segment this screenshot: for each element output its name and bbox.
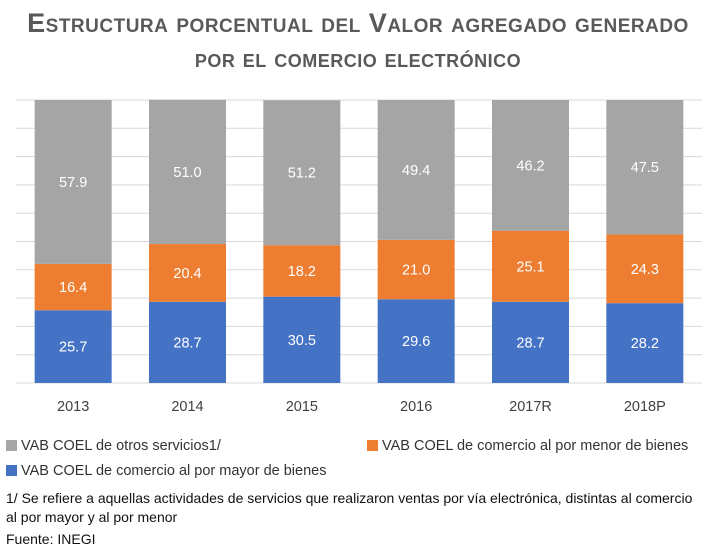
bar-segment [606, 303, 684, 383]
data-label: 20.4 [173, 266, 201, 282]
data-label: 47.5 [631, 160, 659, 176]
legend-label-mayor: VAB COEL de comercio al por mayor de bie… [21, 463, 327, 479]
stacked-bar-chart: 25.7 16.4 57.9 2013 28.7 20.4 51.0 2014 30.5 18.2… [16, 99, 702, 415]
bar-segment [606, 100, 684, 235]
chart-title-line-1: Estructura porcentual del Valor agregado… [27, 8, 689, 38]
data-label: 29.6 [402, 334, 430, 350]
source-note: Fuente: INEGI [6, 531, 96, 547]
x-tick-label: 2013 [57, 399, 89, 415]
legend-label-otros: VAB COEL de otros servicios1/ [21, 438, 221, 454]
bar-segment [377, 100, 455, 240]
data-label: 57.9 [59, 175, 87, 191]
legend-swatch-mayor [6, 465, 17, 476]
x-tick-label: 2015 [286, 399, 318, 415]
data-label: 18.2 [288, 264, 316, 280]
legend-swatch-menor [367, 440, 378, 451]
bar-segment [34, 263, 112, 311]
bar-segment [34, 310, 112, 383]
data-label: 25.1 [516, 259, 544, 275]
bar-segment [263, 100, 341, 246]
data-label: 46.2 [516, 158, 544, 174]
data-label: 51.0 [173, 165, 201, 181]
data-label: 28.7 [516, 335, 544, 351]
legend-label-menor: VAB COEL de comercio al por menor de bie… [382, 438, 689, 454]
data-label: 25.7 [59, 340, 87, 356]
legend-entry-menor: VAB COEL de comercio al por menor de bie… [367, 438, 688, 454]
bar-segment [606, 234, 684, 304]
footnote: 1/ Se refiere a aquellas actividades de … [6, 490, 693, 525]
x-tick-label: 2018P [624, 399, 666, 415]
bar-segment [492, 230, 569, 302]
chart-title-line-2: por el comercio electrónico [194, 45, 522, 73]
x-tick-label: 2017R [509, 399, 552, 415]
data-label: 16.4 [59, 280, 87, 296]
data-label: 49.4 [402, 163, 430, 179]
bar-segment [149, 99, 226, 245]
legend-entry-otros: VAB COEL de otros servicios1/ [6, 438, 221, 454]
legend-entry-mayor: VAB COEL de comercio al por mayor de bie… [6, 463, 326, 479]
bar-segment [492, 301, 569, 383]
x-tick-label: 2016 [400, 399, 432, 415]
data-label: 51.2 [288, 166, 316, 182]
bar-segment [377, 239, 455, 300]
bar-segment [263, 245, 341, 297]
data-label: 21.0 [402, 263, 430, 279]
x-tick-label: 2014 [171, 399, 203, 415]
bar-segment [377, 299, 455, 383]
legend-swatch-otros [6, 440, 17, 451]
data-label: 30.5 [288, 333, 316, 349]
bar-segment [149, 301, 226, 383]
data-label: 28.7 [173, 335, 201, 351]
bar-segment [263, 296, 341, 383]
data-label: 28.2 [631, 336, 659, 352]
bar-segment [34, 100, 112, 264]
bar-segment [149, 244, 226, 302]
data-label: 24.3 [631, 262, 659, 278]
bar-segment [492, 100, 569, 231]
